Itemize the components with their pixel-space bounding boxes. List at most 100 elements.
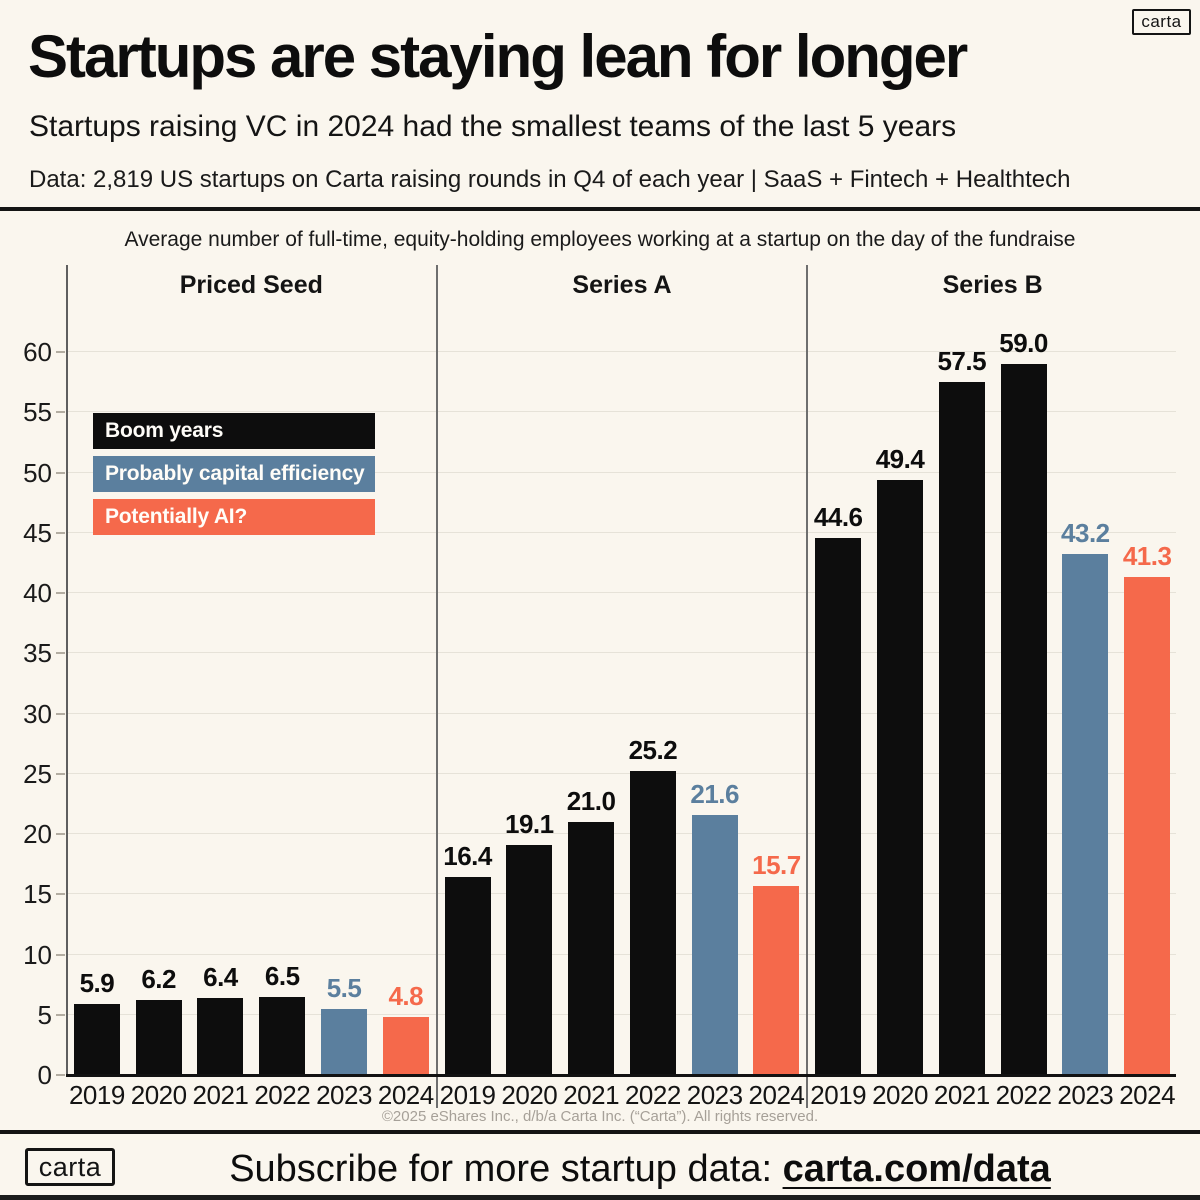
bar-slot-2022: 25.2: [622, 735, 684, 1075]
legend-item-boom: Boom years: [93, 413, 375, 449]
x-axis-label-2022: 2022: [254, 1080, 311, 1110]
x-axis-label-2020: 2020: [872, 1080, 928, 1110]
bar-value-label: 15.7: [752, 849, 801, 880]
gridline-30: [66, 712, 1176, 714]
y-axis-label-45: 45: [23, 517, 52, 548]
bar-value-label: 6.4: [203, 961, 238, 992]
bar-series-a-2020: [506, 844, 553, 1075]
y-axis-tick-45: [56, 531, 65, 534]
bar-slot-2020: 6.2: [128, 964, 190, 1075]
bar-priced-seed-2024: [382, 1017, 429, 1075]
bar-slot-2023: 5.5: [313, 973, 375, 1075]
footer-divider-line: [0, 1130, 1200, 1134]
x-axis-labels-row: 2019 2020 2021 2022 2023 2024: [807, 1080, 1178, 1111]
y-axis-label-15: 15: [23, 879, 52, 910]
bar-series-a-2023: [691, 814, 738, 1075]
data-source-note: Data: 2,819 US startups on Carta raising…: [29, 166, 1071, 193]
bar-chart-plot-area: 0 5 10 15 20 25 30 35 40 45 50 55 60 Priced Seed 5.9 6.…: [23, 265, 1178, 1110]
bar-slot-2020: 49.4: [869, 444, 931, 1075]
bar-priced-seed-2021: [197, 997, 244, 1075]
y-axis-tick-15: [56, 893, 65, 896]
panel-label: Series A: [572, 271, 672, 299]
bar-value-label: 59.0: [999, 328, 1048, 359]
y-axis-tick-35: [56, 652, 65, 655]
y-axis-tick-25: [56, 772, 65, 775]
bars-row: 5.9 6.2 6.4 6.5 5.5 4.8: [66, 265, 437, 1075]
y-axis-tick-20: [56, 833, 65, 835]
y-axis-label-0: 0: [37, 1060, 52, 1090]
gridline-5: [66, 1013, 1176, 1015]
bar-value-label: 57.5: [937, 346, 987, 377]
bar-slot-2024: 15.7: [746, 850, 808, 1075]
bar-priced-seed-2019: [73, 1003, 120, 1075]
x-axis-labels-row: 2019 2020 2021 2022 2023 2024: [66, 1080, 437, 1111]
bar-series-b-2020: [877, 479, 923, 1075]
y-axis-tick-30: [56, 712, 65, 715]
y-axis-label-20: 20: [23, 819, 52, 849]
bar-slot-2019: 16.4: [437, 841, 499, 1075]
panel-label: Series B: [942, 271, 1043, 299]
y-axis-label-60: 60: [23, 337, 52, 367]
bar-slot-2021: 57.5: [931, 346, 993, 1075]
bar-slot-2024: 4.8: [375, 981, 437, 1075]
copyright-text: ©2025 eShares Inc., d/b/a Carta Inc. (“C…: [381, 1108, 819, 1125]
panel-series-a: Series A 16.4 19.1 21.0 25.2 21.6 15.7 2019 2020…: [437, 265, 808, 1110]
gridline-35: [66, 652, 1176, 654]
carta-logo-top: carta: [1132, 9, 1191, 35]
x-axis-label-2022: 2022: [995, 1080, 1052, 1110]
bar-value-label: 5.5: [326, 972, 362, 1003]
bar-series-b-2023: [1062, 554, 1109, 1075]
gridline-45: [66, 531, 1176, 533]
page-title: Startups are staying lean for longer: [28, 23, 968, 90]
bar-slot-2020: 19.1: [498, 809, 560, 1075]
bar-value-label: 41.3: [1122, 541, 1172, 572]
bars-row: 16.4 19.1 21.0 25.2 21.6 15.7: [437, 265, 808, 1075]
header-divider-line: [0, 207, 1200, 211]
chart-title: Average number of full-time, equity-hold…: [124, 228, 1076, 251]
panel-divider-2: [806, 265, 809, 1108]
bar-slot-2019: 44.6: [807, 502, 869, 1075]
y-axis-tick-50: [56, 471, 65, 474]
bar-series-a-2019: [444, 877, 491, 1075]
bar-value-label: 49.4: [875, 443, 925, 474]
bottom-edge-strip: [0, 1195, 1200, 1200]
bar-value-label: 6.2: [141, 964, 176, 995]
carta-logo-top-text: carta: [1141, 12, 1182, 31]
bar-priced-seed-2022: [259, 996, 306, 1075]
bar-slot-2019: 5.9: [66, 968, 128, 1075]
bar-series-b-2021: [938, 382, 985, 1075]
bar-priced-seed-2020: [135, 1000, 182, 1075]
legend-item-ai: Potentially AI?: [93, 499, 375, 535]
x-axis-label-2020: 2020: [501, 1080, 558, 1110]
carta-data-link[interactable]: carta.com/data: [782, 1147, 1051, 1190]
bar-value-label: 16.4: [443, 841, 492, 872]
gridline-55: [66, 411, 1176, 413]
bar-series-b-2019: [815, 537, 862, 1075]
x-axis-label-2019: 2019: [439, 1080, 496, 1110]
bar-series-b-2022: [1000, 364, 1047, 1075]
y-axis-label-5: 5: [37, 999, 52, 1030]
bar-value-label: 6.5: [264, 960, 300, 991]
bar-slot-2022: 59.0: [993, 328, 1055, 1075]
y-axis-line: [66, 265, 68, 1075]
y-axis-tick-10: [56, 953, 65, 956]
legend-item-efficiency: Probably capital efficiency: [93, 456, 375, 492]
x-axis-label-2023: 2023: [316, 1080, 372, 1110]
bar-value-label: 25.2: [628, 735, 678, 766]
x-axis-label-2019: 2019: [810, 1080, 867, 1110]
bars-row: 44.6 49.4 57.5 59.0 43.2 41.3: [807, 265, 1178, 1075]
bar-series-a-2021: [568, 821, 615, 1075]
bar-slot-2024: 41.3: [1116, 541, 1178, 1075]
bar-slot-2023: 21.6: [684, 779, 746, 1075]
x-axis-label-2021: 2021: [192, 1080, 249, 1110]
x-axis-label-2024: 2024: [1119, 1080, 1176, 1110]
bar-slot-2021: 6.4: [190, 962, 252, 1075]
bar-value-label: 21.6: [690, 778, 739, 809]
x-axis-label-2024: 2024: [377, 1080, 434, 1110]
gridline-40: [66, 592, 1176, 593]
bar-slot-2022: 6.5: [251, 961, 313, 1075]
x-axis-line: [66, 1074, 1176, 1077]
gridline-10: [66, 953, 1176, 955]
x-axis-label-2020: 2020: [130, 1080, 187, 1110]
